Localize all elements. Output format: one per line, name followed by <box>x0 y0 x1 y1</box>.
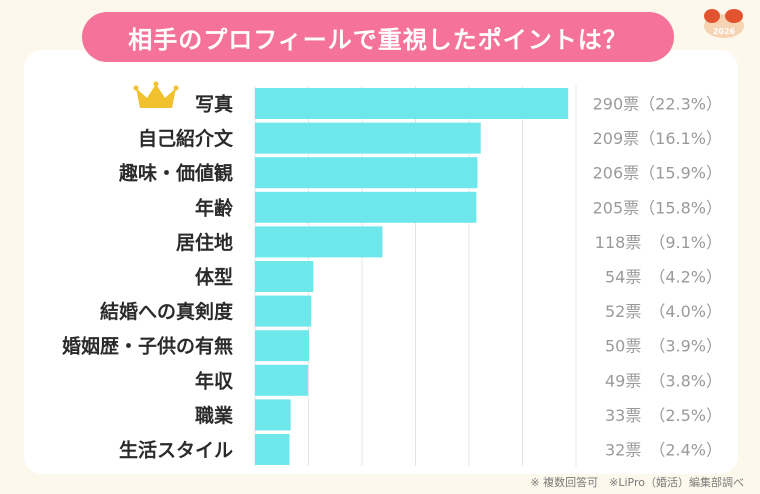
mascot-logo-icon: 2026 <box>704 9 744 38</box>
category-label: 職業 <box>195 404 234 427</box>
category-label: 写真 <box>195 93 233 116</box>
category-label: 結婚への真剣度 <box>100 300 234 323</box>
logo-text: 2026 <box>713 27 736 36</box>
bar <box>255 261 314 292</box>
value-label: 118票 （9.1%） <box>595 233 722 252</box>
bar <box>255 295 312 327</box>
bar <box>255 364 308 396</box>
value-label: 290票（22.3%） <box>593 95 722 114</box>
value-label: 49票 （3.8%） <box>605 371 722 390</box>
category-label: 趣味・価値観 <box>118 162 233 185</box>
category-label: 自己紹介文 <box>138 127 234 150</box>
value-label: 209票（16.1%） <box>593 129 722 148</box>
bar <box>255 157 478 189</box>
category-label: 年齢 <box>195 196 234 219</box>
bar <box>255 122 481 154</box>
bar <box>255 434 290 465</box>
bar <box>255 191 477 223</box>
category-label: 居住地 <box>176 231 233 254</box>
value-label: 52票 （4.0%） <box>605 302 722 321</box>
category-labels: 写真自己紹介文趣味・価値観年齢居住地体型結婚への真剣度婚姻歴・子供の有無年収職業… <box>62 93 234 462</box>
category-label: 生活スタイル <box>119 439 233 462</box>
value-label: 54票 （4.2%） <box>605 268 722 287</box>
footnote: ※ 複数回答可 ※LiPro（婚活）編集部調べ <box>530 476 744 489</box>
bar <box>255 88 569 119</box>
crown-icon <box>133 81 179 108</box>
chart-panel <box>24 50 738 474</box>
value-label: 50票 （3.9%） <box>605 337 722 356</box>
value-label: 206票（15.9%） <box>593 164 722 183</box>
category-label: 体型 <box>195 266 233 289</box>
value-label: 33票 （2.5%） <box>605 406 722 425</box>
value-label: 205票（15.8%） <box>593 198 722 217</box>
bar <box>255 330 309 362</box>
bar <box>255 226 383 258</box>
bars <box>255 88 569 465</box>
category-label: 年収 <box>195 369 234 392</box>
bar <box>255 399 291 431</box>
value-label: 32票 （2.4%） <box>605 441 722 460</box>
category-label: 婚姻歴・子供の有無 <box>62 335 233 358</box>
chart-title: 相手のプロフィールで重視したポイントは？ <box>82 12 674 62</box>
value-labels: 290票（22.3%） 209票（16.1%） 206票（15.9%） 205票（15… <box>593 95 722 460</box>
